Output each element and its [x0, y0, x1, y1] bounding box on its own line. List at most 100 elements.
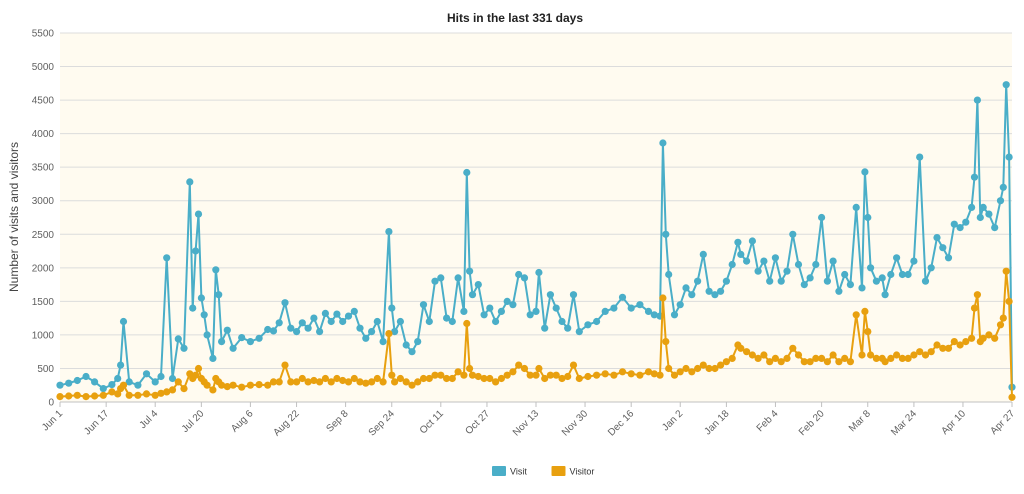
data-point: [682, 284, 690, 292]
data-point: [298, 374, 306, 383]
data-point: [688, 291, 696, 299]
data-point: [996, 197, 1005, 205]
legend-item-visitor[interactable]: Visitor: [551, 466, 595, 477]
legend-item-visit[interactable]: Visit: [492, 466, 527, 477]
data-point: [575, 328, 583, 336]
data-point: [777, 358, 785, 366]
data-point: [497, 374, 505, 383]
data-point: [396, 374, 404, 383]
data-point: [812, 260, 820, 269]
data-point: [215, 291, 223, 299]
y-axis-title: Number of visits and visitors: [7, 142, 21, 292]
data-point: [82, 372, 90, 381]
data-point: [916, 348, 924, 356]
data-point: [157, 372, 165, 381]
data-point: [168, 374, 177, 383]
data-point: [275, 319, 283, 327]
data-point: [944, 254, 953, 262]
data-point: [991, 224, 999, 232]
data-point: [748, 237, 757, 245]
data-point: [223, 326, 231, 334]
data-point: [694, 277, 702, 285]
data-point: [526, 371, 534, 379]
data-point: [812, 354, 820, 362]
data-point: [125, 391, 133, 399]
data-point: [151, 378, 159, 386]
data-point: [532, 307, 540, 315]
data-point: [255, 381, 263, 389]
legend-label: Visit: [510, 467, 527, 477]
data-point: [492, 378, 500, 386]
chart-title: Hits in the last 331 days: [447, 11, 583, 25]
x-tick-label: Oct 11: [418, 408, 446, 436]
data-point: [760, 257, 768, 265]
data-point: [321, 309, 329, 317]
data-point: [218, 338, 226, 346]
data-point: [310, 314, 318, 322]
data-point: [927, 348, 935, 356]
data-point: [558, 374, 566, 383]
data-point: [194, 364, 203, 373]
data-point: [56, 381, 64, 389]
data-point: [56, 393, 64, 401]
data-point: [425, 317, 433, 326]
data-point: [970, 173, 979, 181]
data-point: [203, 381, 211, 389]
data-point: [688, 368, 696, 376]
x-tick-label: Jul 4: [138, 408, 161, 431]
data-point: [806, 358, 814, 366]
data-point: [408, 348, 416, 356]
data-point: [921, 277, 930, 285]
data-point: [699, 361, 707, 369]
data-point: [546, 291, 555, 299]
data-point: [644, 307, 653, 315]
data-point: [910, 257, 918, 265]
data-point: [379, 338, 387, 346]
data-point: [163, 254, 171, 262]
y-tick-label: 3000: [32, 196, 55, 207]
data-point: [474, 281, 482, 289]
data-point: [921, 351, 930, 359]
data-point: [950, 338, 958, 346]
data-point: [192, 247, 200, 255]
data-point: [794, 260, 803, 269]
data-point: [339, 317, 347, 326]
data-point: [255, 334, 263, 342]
data-point: [722, 358, 731, 366]
data-point: [910, 351, 918, 359]
y-tick-label: 2500: [32, 230, 55, 241]
data-point: [771, 354, 780, 362]
data-point: [898, 270, 907, 279]
data-point: [861, 168, 869, 176]
data-point: [238, 383, 246, 391]
data-point: [174, 335, 182, 343]
data-point: [402, 341, 410, 349]
data-point: [956, 224, 964, 232]
data-point: [783, 354, 791, 362]
data-point: [968, 334, 976, 342]
data-point: [91, 392, 99, 400]
data-point: [200, 311, 208, 319]
data-point: [142, 370, 151, 378]
data-point: [950, 220, 958, 228]
legend-swatch: [492, 466, 506, 476]
data-point: [569, 361, 578, 369]
data-point: [385, 228, 393, 236]
series-visit: [56, 81, 1016, 393]
data-point: [841, 354, 849, 362]
data-point: [789, 344, 797, 352]
data-point: [878, 274, 886, 282]
data-point: [867, 351, 875, 359]
data-point: [454, 368, 462, 376]
data-point: [180, 344, 188, 352]
data-point: [823, 358, 832, 366]
data-point: [532, 371, 540, 379]
data-point: [728, 354, 736, 362]
data-point: [829, 257, 837, 265]
data-point: [174, 378, 182, 386]
data-point: [858, 351, 866, 359]
data-point: [117, 361, 125, 369]
x-tick-label: Dec 16: [606, 408, 636, 438]
data-point: [893, 254, 901, 262]
data-point: [350, 374, 358, 383]
